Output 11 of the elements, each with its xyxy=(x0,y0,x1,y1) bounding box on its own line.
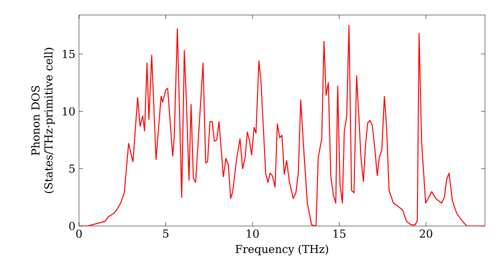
y-tick-label: 0 xyxy=(69,222,75,230)
x-tick-label: 5 xyxy=(163,230,168,238)
x-tick-label: 10 xyxy=(246,230,259,238)
y-tick-label: 10 xyxy=(62,107,75,116)
x-tick-label: 20 xyxy=(420,230,432,238)
x-tick-label: 15 xyxy=(334,230,346,238)
y-axis-title: Phonon DOS (States/THz·primitive cell) xyxy=(31,48,55,194)
x-axis-title: Frequency (THz) xyxy=(236,244,328,256)
y-tick-label: 5 xyxy=(69,164,75,173)
x-tick-label: 0 xyxy=(76,230,82,238)
y-tick-label: 15 xyxy=(62,50,75,58)
